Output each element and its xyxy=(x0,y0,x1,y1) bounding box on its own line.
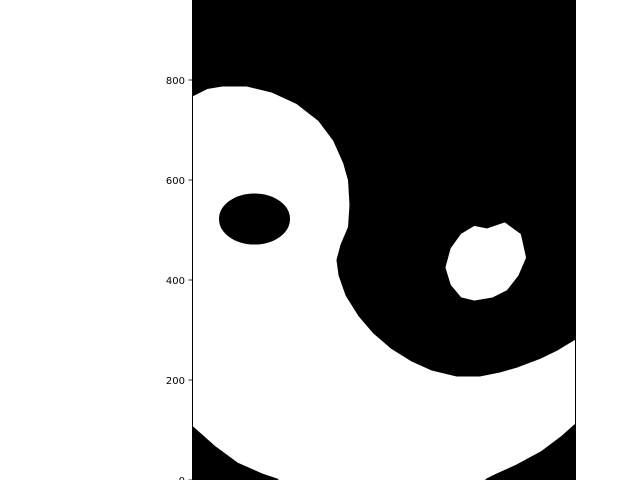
y-tick-label: 200 xyxy=(166,376,185,387)
axes-frame xyxy=(192,0,576,480)
y-tick-label: 400 xyxy=(166,276,185,287)
black-lower-right xyxy=(485,423,576,480)
black-lower-left xyxy=(192,426,279,480)
y-tick-label: 800 xyxy=(166,76,185,87)
black-small-dot xyxy=(219,193,290,245)
white-hole xyxy=(445,222,526,301)
plot-area xyxy=(192,0,576,480)
y-tick-label: 600 xyxy=(166,176,185,187)
y-tick-label: 0 xyxy=(179,476,185,480)
axes: 0 200 400 600 800 xyxy=(166,0,576,480)
